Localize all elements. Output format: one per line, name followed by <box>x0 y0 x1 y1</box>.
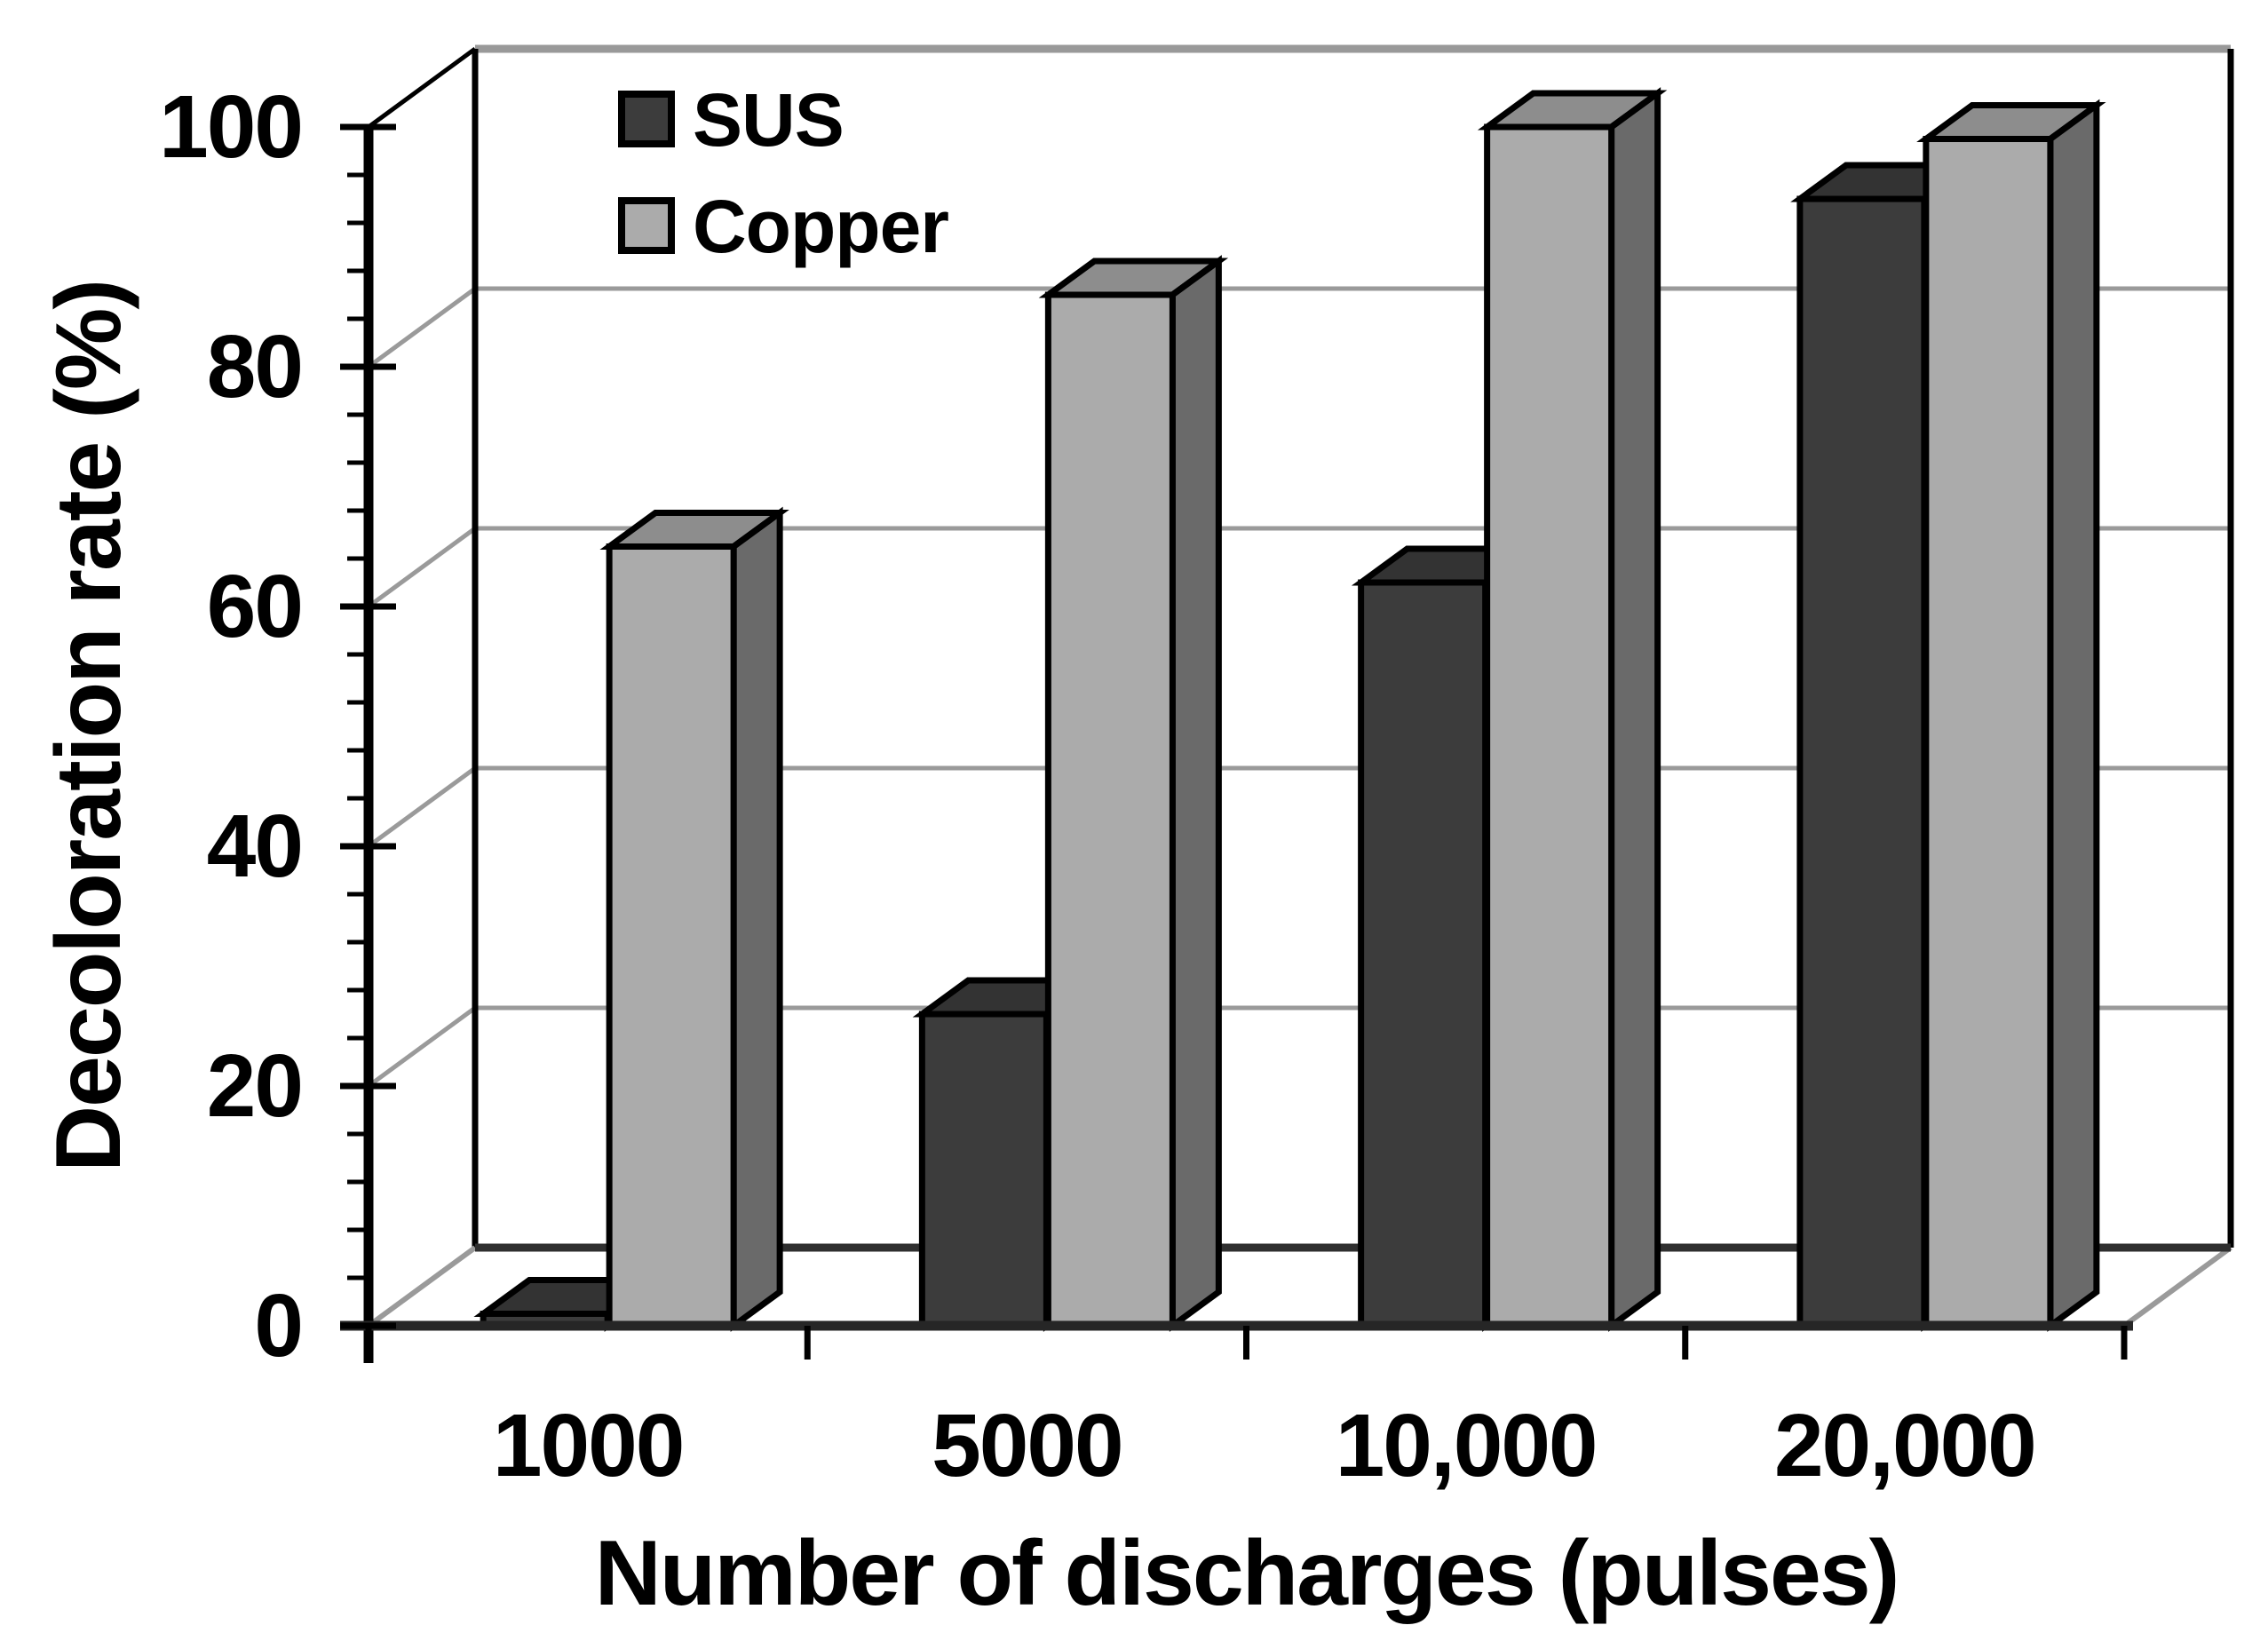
x-category-label-1000: 1000 <box>493 1396 683 1495</box>
bar-copper-10000-side <box>1608 87 1661 1332</box>
gridline-leftwall-80 <box>367 286 477 369</box>
gridline-leftwall-60 <box>367 526 477 609</box>
x-category-label-5000: 5000 <box>932 1396 1122 1495</box>
gridline-leftwall-40 <box>367 765 477 849</box>
bar-copper-1000-front <box>606 543 737 1329</box>
y-tick-label-60: 60 <box>207 557 302 656</box>
y-tick-label-40: 40 <box>207 797 302 896</box>
x-category-label-10000: 10,000 <box>1336 1396 1597 1495</box>
y-tick-label-80: 80 <box>207 317 302 416</box>
bar-sus-10000-front <box>1358 579 1489 1329</box>
gridline-leftwall-20 <box>367 1005 477 1089</box>
y-axis-title: Decoloration rate (%) <box>37 281 140 1172</box>
bar-sus-20000-front <box>1796 195 1928 1329</box>
legend-item-sus-swatch <box>618 91 675 147</box>
floor-right-diagonal <box>2122 1245 2232 1328</box>
x-category-label-20000: 20,000 <box>1774 1396 2035 1495</box>
wall-topleft-slant <box>367 46 477 130</box>
floor-left-diagonal <box>367 1245 477 1328</box>
bar-copper-20000-side <box>2047 99 2100 1332</box>
bar-copper-5000-side <box>1169 255 1222 1332</box>
legend-item-copper-label: Copper <box>693 185 948 268</box>
bar-copper-5000-front <box>1044 291 1176 1329</box>
bar-copper-1000-side <box>730 506 783 1332</box>
y-tick-label-0: 0 <box>254 1276 302 1375</box>
bar-copper-10000-front <box>1484 123 1615 1329</box>
legend-item-sus-label: SUS <box>693 78 844 162</box>
bar-copper-20000-front <box>1923 136 2054 1329</box>
legend-item-copper-swatch <box>618 197 675 254</box>
x-axis-title: Number of discharges (pulses) <box>595 1522 1899 1625</box>
y-tick-label-100: 100 <box>159 77 302 177</box>
y-tick-label-20: 20 <box>207 1036 302 1136</box>
bar-sus-5000-front <box>918 1011 1050 1329</box>
